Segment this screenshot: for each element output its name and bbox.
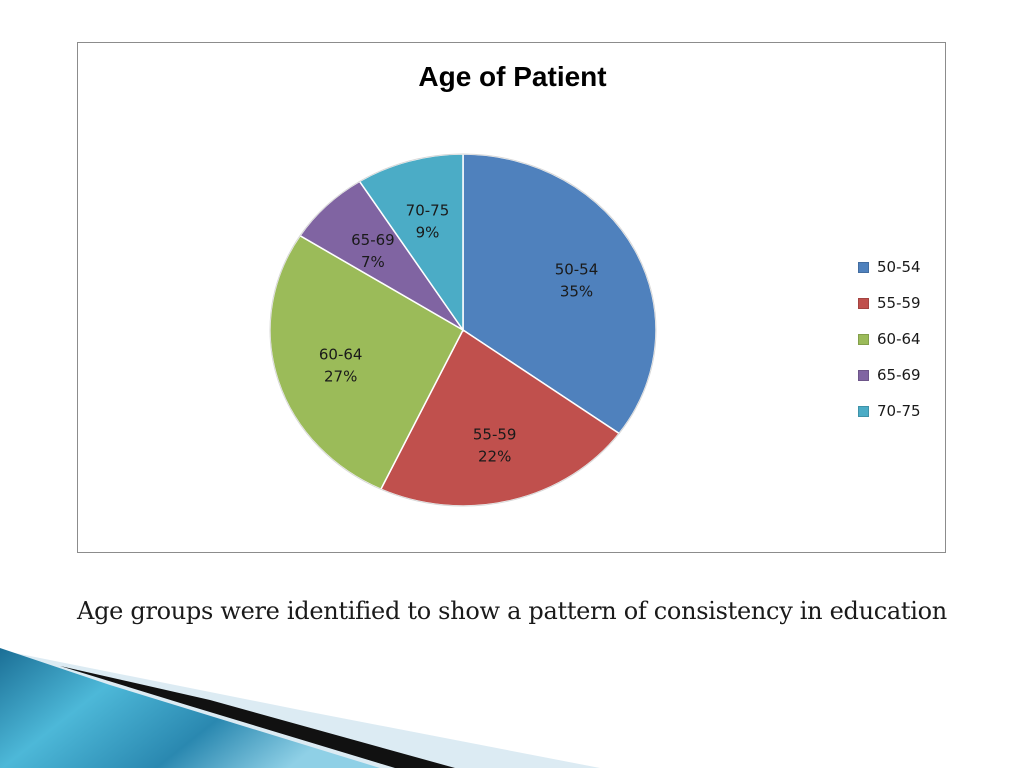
slice-label-value-55-59: 22% (478, 448, 511, 466)
legend-item-70-75: 70-75 (858, 393, 921, 429)
legend-swatch (858, 369, 869, 381)
slice-label-category-55-59: 55-59 (473, 426, 517, 444)
legend-swatch (858, 405, 869, 417)
legend-label: 70-75 (877, 402, 921, 420)
decor-black-stripe (60, 666, 455, 768)
slice-label-category-70-75: 70-75 (406, 201, 450, 219)
slide-caption: Age groups were identified to show a pat… (77, 597, 947, 625)
slice-label-category-50-54: 50-54 (555, 260, 599, 278)
legend-label: 50-54 (877, 258, 921, 276)
slice-label-category-60-64: 60-64 (319, 345, 363, 363)
chart-frame: Age of Patient 50-54 35% 55-59 22% 60-64 27% 6… (77, 42, 946, 553)
legend-swatch (858, 333, 869, 345)
chart-legend: 50-54 55-59 60-64 65-69 70-75 (858, 249, 921, 429)
slice-label-value-50-54: 35% (560, 282, 593, 300)
slice-label-value-65-69: 7% (361, 253, 385, 271)
legend-item-55-59: 55-59 (858, 285, 921, 321)
slice-label-category-65-69: 65-69 (351, 231, 395, 249)
legend-label: 65-69 (877, 366, 921, 384)
legend-item-60-64: 60-64 (858, 321, 921, 357)
chart-title: Age of Patient (418, 61, 607, 92)
slice-label-value-60-64: 27% (324, 367, 357, 385)
slice-label-value-70-75: 9% (416, 223, 440, 241)
legend-label: 55-59 (877, 294, 921, 312)
legend-label: 60-64 (877, 330, 921, 348)
pie-rim (269, 153, 657, 507)
pie-chart: 50-54 35% 55-59 22% 60-64 27% 65-69 7% 70-75 9% (269, 153, 657, 507)
legend-item-65-69: 65-69 (858, 357, 921, 393)
slide-decoration (0, 648, 600, 768)
decor-blue-wedge (0, 648, 380, 768)
legend-swatch (858, 261, 869, 273)
legend-swatch (858, 297, 869, 309)
legend-item-50-54: 50-54 (858, 249, 921, 285)
